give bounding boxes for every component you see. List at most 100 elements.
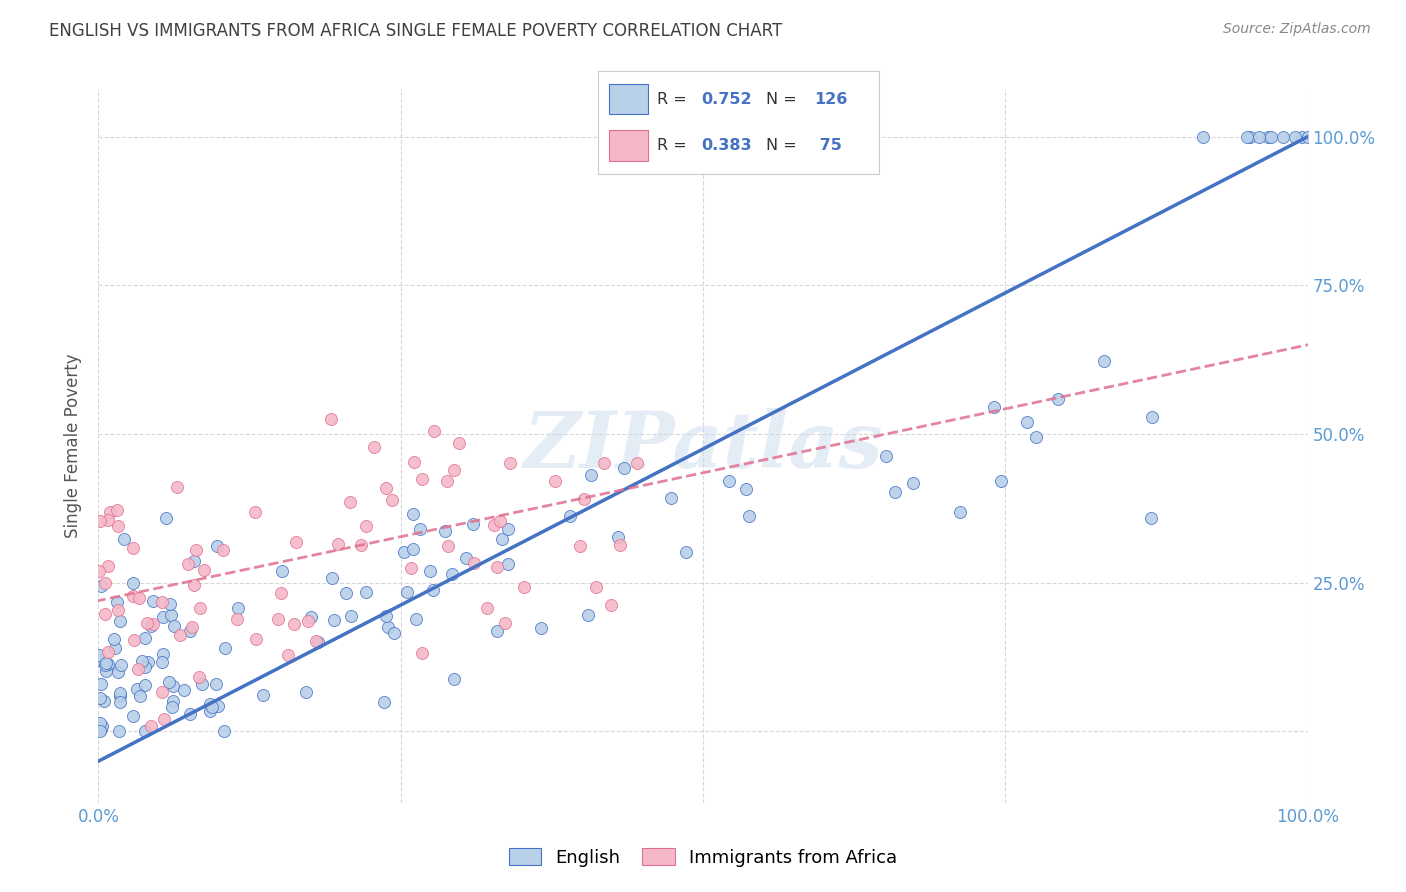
Point bbox=[142, 616, 165, 631]
Point bbox=[399, 561, 422, 575]
Point bbox=[277, 648, 299, 663]
Point bbox=[593, 456, 616, 470]
Point bbox=[87, 564, 110, 578]
Point bbox=[409, 522, 432, 536]
Point bbox=[131, 654, 153, 668]
Point bbox=[499, 456, 522, 470]
Point bbox=[136, 655, 159, 669]
Point bbox=[163, 618, 186, 632]
Point bbox=[89, 716, 111, 731]
Point bbox=[568, 539, 591, 553]
Point bbox=[245, 505, 267, 519]
Text: 0.752: 0.752 bbox=[702, 92, 752, 106]
Point bbox=[96, 656, 118, 670]
Legend: English, Immigrants from Africa: English, Immigrants from Africa bbox=[502, 841, 904, 874]
Point bbox=[1249, 129, 1271, 144]
Point bbox=[105, 503, 128, 517]
Point bbox=[121, 541, 143, 555]
Point bbox=[484, 518, 506, 533]
Point bbox=[486, 624, 509, 638]
Point bbox=[108, 689, 131, 703]
Point bbox=[90, 722, 112, 736]
Point bbox=[319, 411, 342, 425]
Point bbox=[613, 460, 636, 475]
Point bbox=[155, 511, 177, 525]
Text: 0.383: 0.383 bbox=[702, 137, 752, 153]
Point bbox=[423, 424, 446, 438]
Point bbox=[134, 677, 156, 691]
Point bbox=[600, 598, 623, 612]
Point bbox=[875, 449, 897, 463]
Point bbox=[141, 719, 163, 733]
Point bbox=[183, 578, 205, 592]
Point bbox=[98, 505, 121, 519]
Point bbox=[419, 564, 441, 578]
Point bbox=[267, 612, 290, 626]
Point bbox=[190, 676, 212, 690]
Point bbox=[373, 695, 395, 709]
Point bbox=[1025, 429, 1047, 443]
Point bbox=[437, 539, 460, 553]
Point bbox=[512, 580, 534, 594]
Point bbox=[491, 532, 513, 546]
Point bbox=[884, 484, 907, 499]
Point bbox=[97, 645, 120, 659]
Point bbox=[107, 603, 129, 617]
Point bbox=[456, 550, 478, 565]
Point bbox=[441, 566, 464, 581]
Point bbox=[381, 493, 404, 508]
Point bbox=[1272, 129, 1295, 144]
Point bbox=[142, 594, 165, 608]
Point bbox=[405, 611, 427, 625]
Point bbox=[606, 530, 628, 544]
Bar bbox=[609, 84, 648, 114]
Point bbox=[105, 595, 128, 609]
Point bbox=[97, 657, 120, 672]
Point bbox=[530, 621, 553, 635]
Point bbox=[581, 468, 603, 483]
Point bbox=[270, 564, 292, 578]
Point bbox=[226, 600, 249, 615]
Point bbox=[127, 662, 149, 676]
Point bbox=[207, 699, 229, 714]
Text: Source: ZipAtlas.com: Source: ZipAtlas.com bbox=[1223, 22, 1371, 37]
Point bbox=[339, 495, 361, 509]
Point bbox=[89, 724, 111, 739]
Point bbox=[560, 508, 582, 523]
Point bbox=[401, 507, 423, 521]
Point bbox=[252, 688, 274, 702]
Text: R =: R = bbox=[657, 137, 692, 153]
Point bbox=[477, 601, 499, 615]
Point bbox=[738, 508, 761, 523]
Point bbox=[122, 708, 145, 723]
Point bbox=[108, 724, 131, 739]
Point bbox=[1291, 129, 1313, 144]
Point bbox=[1260, 129, 1282, 144]
Point bbox=[122, 632, 145, 647]
Point bbox=[179, 624, 201, 639]
Point bbox=[159, 597, 181, 611]
Point bbox=[245, 632, 267, 646]
Point bbox=[402, 455, 425, 469]
Point bbox=[335, 586, 357, 600]
Point bbox=[382, 626, 405, 640]
Point bbox=[449, 435, 471, 450]
Point bbox=[169, 627, 191, 641]
Point bbox=[396, 584, 419, 599]
Point bbox=[735, 482, 758, 496]
Point bbox=[162, 693, 184, 707]
Point bbox=[188, 670, 211, 684]
Point bbox=[90, 719, 112, 733]
Point bbox=[177, 557, 200, 571]
Point bbox=[486, 559, 509, 574]
Point bbox=[609, 538, 631, 552]
Point bbox=[125, 681, 148, 696]
Point bbox=[183, 554, 205, 568]
Point bbox=[1236, 129, 1258, 144]
Point bbox=[340, 609, 363, 624]
Point bbox=[374, 609, 396, 624]
Point bbox=[305, 634, 328, 648]
Point bbox=[134, 660, 156, 674]
Point bbox=[152, 609, 174, 624]
Point bbox=[354, 518, 377, 533]
